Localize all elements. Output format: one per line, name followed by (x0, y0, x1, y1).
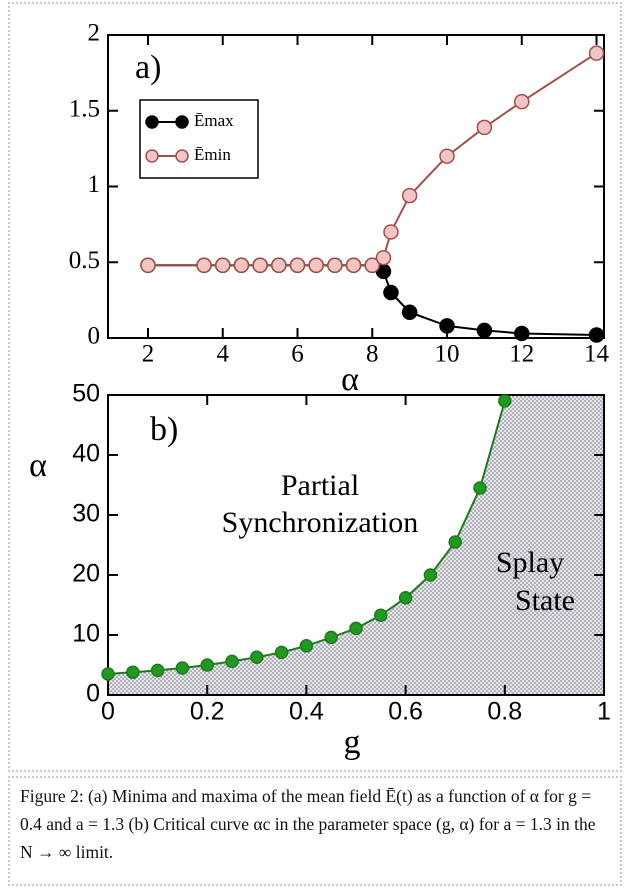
x-tick-label: 0.8 (487, 698, 522, 726)
data-point (514, 93, 530, 110)
y-axis-label: α (29, 447, 47, 484)
x-tick-label: 10 (435, 341, 460, 368)
y-tick-label: 1 (88, 171, 101, 198)
x-axis-label: g (344, 724, 361, 761)
annotation: Synchronization (222, 506, 419, 539)
data-point (349, 621, 363, 636)
data-point (299, 639, 314, 653)
data-point (271, 257, 287, 274)
y-tick-label: 0.5 (69, 247, 100, 274)
y-tick-label: 20 (72, 560, 100, 588)
data-point (252, 257, 268, 274)
legend-marker (175, 115, 189, 129)
data-point (274, 645, 289, 660)
x-tick-label: 0.2 (190, 698, 225, 726)
x-tick-label: 0.6 (388, 698, 423, 726)
data-point (514, 325, 530, 342)
y-tick-label: 1.5 (69, 95, 100, 122)
data-point (476, 322, 493, 339)
data-point (140, 257, 156, 274)
data-point (374, 608, 388, 622)
data-point (588, 45, 605, 61)
data-point (214, 257, 231, 274)
data-point (588, 327, 605, 343)
annotation: State (515, 584, 575, 617)
legend-label: Ēmin (194, 145, 231, 164)
legend-box (139, 99, 259, 179)
data-point (126, 665, 140, 679)
data-point (401, 304, 418, 320)
data-point (200, 658, 214, 672)
data-point (383, 224, 399, 240)
caption: Figure 2: (a) Minima and maxima of the m… (8, 776, 622, 886)
y-tick-label: 40 (72, 440, 100, 468)
data-point (401, 187, 418, 204)
data-point (375, 249, 392, 266)
data-point (308, 257, 324, 274)
data-point (439, 318, 455, 334)
y-tick-label: 50 (72, 380, 100, 408)
legend-marker (145, 115, 159, 129)
y-tick-label: 2 (88, 20, 101, 47)
x-tick-label: 6 (291, 341, 304, 368)
x-tick-label: 12 (509, 341, 534, 368)
data-point (498, 394, 512, 408)
data-point (383, 284, 399, 301)
data-point (324, 630, 338, 645)
data-point (439, 148, 455, 164)
data-point (476, 119, 493, 136)
y-tick-label: 10 (72, 620, 100, 648)
plot-frame (107, 34, 605, 339)
panel-label: b) (150, 411, 178, 448)
y-tick-label: 0 (88, 323, 101, 350)
data-point (473, 481, 487, 495)
data-point (364, 257, 381, 274)
x-tick-label: 8 (366, 341, 379, 368)
x-tick-label: 0 (101, 698, 115, 726)
data-point (101, 667, 115, 681)
x-tick-label: 0.4 (289, 698, 324, 726)
legend-label: Ēmax (194, 111, 234, 130)
panel-label: a) (135, 49, 161, 86)
region-shade (108, 395, 604, 695)
data-point (345, 257, 362, 274)
x-axis-label: α (341, 361, 359, 398)
data-point (327, 257, 343, 274)
plot-frame (107, 394, 605, 696)
figure (8, 2, 622, 772)
annotation: Partial (281, 469, 359, 502)
annotation: Splay (496, 546, 564, 579)
legend-marker (145, 149, 159, 163)
data-point (225, 654, 239, 669)
data-point (150, 663, 165, 678)
data-point (233, 257, 250, 274)
data-point (175, 661, 190, 675)
y-tick-label: 0 (86, 680, 100, 708)
data-point (398, 591, 413, 605)
data-point (448, 535, 462, 549)
data-point (196, 257, 212, 274)
x-tick-label: 2 (142, 341, 155, 368)
x-tick-label: 4 (216, 341, 229, 368)
y-tick-label: 30 (72, 500, 100, 528)
data-point (250, 650, 264, 664)
data-point (289, 257, 306, 274)
x-tick-label: 14 (584, 341, 610, 368)
legend-marker (175, 149, 189, 163)
x-tick-label: 1 (597, 698, 611, 726)
series-line (147, 264, 597, 336)
data-point (423, 568, 438, 582)
